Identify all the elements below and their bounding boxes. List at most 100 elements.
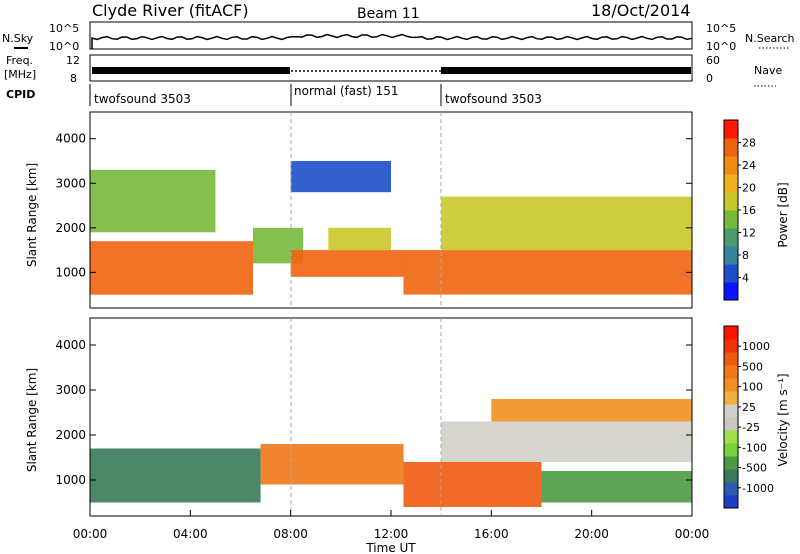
heatmap-band	[403, 462, 542, 507]
velocity-y-ticks: 1000 2000 3000 4000	[55, 338, 692, 487]
velocity-colorbar-label: Velocity [m s⁻¹]	[776, 373, 790, 466]
y-tick-label: 4000	[55, 338, 86, 352]
colorbar-swatch	[724, 120, 738, 139]
freq-trace-seg3	[441, 67, 691, 74]
cpid-segment-2: normal (fast) 151	[294, 84, 398, 98]
noise-left-tick-bottom: 10^0	[49, 40, 79, 53]
y-tick-label: 3000	[55, 176, 86, 190]
heatmap-band	[491, 399, 692, 422]
colorbar-swatch	[724, 430, 738, 444]
y-tick-label: 2000	[55, 428, 86, 442]
heatmap-band	[90, 448, 261, 503]
colorbar-swatch	[724, 246, 738, 265]
heatmap-band	[90, 241, 253, 295]
colorbar-tick-label: 100	[742, 381, 763, 394]
colorbar-swatch	[724, 378, 738, 392]
colorbar-frame	[723, 325, 739, 509]
noise-panel: N.Sky 10^5 10^0 10^5 10^0 N.Search	[2, 21, 795, 53]
power-colorbar: 4 8 12 16 20 24 28	[723, 119, 756, 301]
colorbar-tick-label: 500	[742, 360, 763, 373]
colorbar-swatch	[724, 365, 738, 379]
x-tick-label: 00:00	[73, 527, 108, 541]
velocity-heatmap-cells	[90, 399, 692, 507]
colorbar-swatch	[724, 417, 738, 431]
freq-panel-frame	[89, 54, 693, 82]
colorbar-swatch	[724, 228, 738, 247]
y-tick-label: 3000	[55, 383, 86, 397]
colorbar-swatch	[724, 482, 738, 496]
heatmap-band	[403, 250, 692, 295]
colorbar-tick-label: 8	[742, 249, 749, 262]
freq-trace-seg1	[92, 67, 290, 74]
beam-label: Beam 11	[357, 6, 420, 22]
x-tick-label: 20:00	[574, 527, 609, 541]
colorbar-swatch	[724, 326, 738, 340]
velocity-ylabel: Slant Range [km]	[25, 368, 39, 472]
noise-trace	[91, 33, 693, 49]
colorbar-tick-label: -500	[742, 462, 767, 475]
noise-right-tick-top: 10^5	[706, 22, 736, 35]
freq-tick-top: 12	[66, 54, 80, 67]
colorbar-swatch	[724, 352, 738, 366]
colorbar-tick-label: 20	[742, 182, 756, 195]
colorbar-swatch	[724, 443, 738, 457]
noise-panel-frame	[89, 21, 693, 50]
heatmap-band	[290, 250, 404, 277]
power-ylabel: Slant Range [km]	[25, 163, 39, 267]
colorbar-swatch	[724, 495, 738, 509]
cpid-row: CPID twofsound 3503 normal (fast) 151 tw…	[6, 84, 542, 106]
x-tick-label: 12:00	[374, 527, 409, 541]
heatmap-band	[541, 471, 692, 503]
colorbar-tick-label: 1000	[742, 340, 770, 353]
noise-right-tick-bottom: 10^0	[706, 40, 736, 53]
y-tick-label: 1000	[55, 265, 86, 279]
freq-label-2: [MHz]	[4, 68, 36, 81]
power-panel: 1000 2000 3000 4000 Slant Range [km] 4 8 12 16…	[25, 111, 790, 309]
colorbar-swatch	[724, 339, 738, 353]
colorbar-swatch	[724, 469, 738, 483]
colorbar-tick-label: 16	[742, 204, 756, 217]
colorbar-tick-label: 12	[742, 227, 756, 240]
colorbar-tick-label: 28	[742, 137, 756, 150]
cpid-segment-1: twofsound 3503	[94, 92, 191, 106]
y-tick-label: 4000	[55, 132, 86, 146]
noise-left-tick-top: 10^5	[49, 22, 79, 35]
heatmap-band	[328, 227, 391, 251]
x-tick-label: 04:00	[173, 527, 208, 541]
colorbar-swatch	[724, 456, 738, 470]
colorbar-swatch	[724, 264, 738, 283]
velocity-xlabel: Time UT	[365, 541, 416, 554]
x-tick-label: 16:00	[474, 527, 509, 541]
power-colorbar-label: Power [dB]	[776, 182, 790, 247]
colorbar-tick-label: -25	[742, 421, 760, 434]
freq-label-1: Freq.	[6, 54, 33, 67]
y-tick-label: 1000	[55, 473, 86, 487]
velocity-colorbar: 1000 500 100 25 -25 -100 -500 -1000	[723, 325, 774, 509]
colorbar-swatch	[724, 391, 738, 405]
power-panel-frame	[89, 111, 693, 309]
heatmap-band	[290, 161, 391, 193]
noise-right-label: N.Search	[745, 32, 795, 45]
heatmap-band	[90, 169, 216, 233]
station-title: Clyde River (fitACF)	[92, 1, 249, 20]
noise-line	[91, 33, 693, 49]
colorbar-swatch	[724, 156, 738, 175]
y-tick-label: 2000	[55, 221, 86, 235]
colorbar-tick-label: -100	[742, 441, 767, 454]
heatmap-band	[441, 196, 692, 251]
colorbar-tick-label: -1000	[742, 482, 774, 495]
cpid-label: CPID	[6, 88, 35, 101]
colorbar-swatch	[724, 282, 738, 301]
colorbar-swatch	[724, 404, 738, 418]
colorbar-tick-label: 24	[742, 159, 756, 172]
colorbar-tick-label: 25	[742, 401, 756, 414]
colorbar-swatch	[724, 174, 738, 193]
cpid-segment-3: twofsound 3503	[445, 92, 542, 106]
power-y-ticks: 1000 2000 3000 4000	[55, 132, 692, 279]
power-heatmap-cells	[90, 161, 692, 295]
heatmap-band	[260, 444, 404, 485]
velocity-panel: 1000 2000 3000 4000 00:00 04:00 08:00 12:00 16:…	[25, 317, 790, 554]
nave-tick-bottom: 0	[706, 72, 713, 85]
velocity-x-ticks: 00:00 04:00 08:00 12:00 16:00 20:00 00:00	[73, 510, 709, 541]
